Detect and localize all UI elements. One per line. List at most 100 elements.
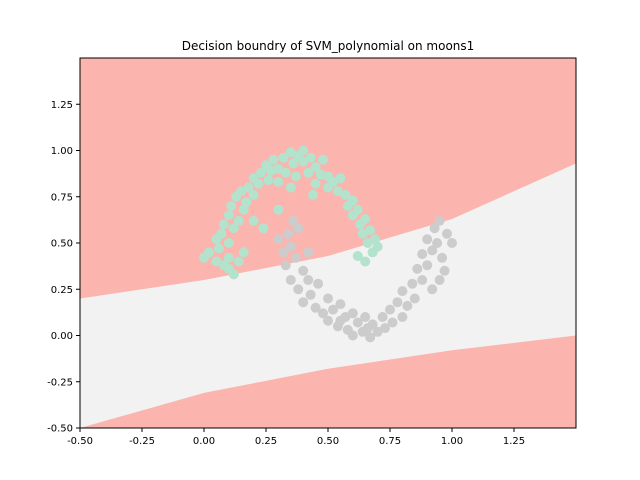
points-class0 [199,145,383,280]
data-point-class1 [288,215,299,226]
data-point-class0 [305,152,316,163]
data-point-class0 [228,269,239,280]
data-point-class1 [305,289,316,300]
data-point-class1 [323,293,333,304]
data-point-class0 [241,197,252,208]
data-point-class0 [285,147,296,158]
x-tick-label: 0.25 [255,436,277,447]
data-point-class1 [437,252,448,263]
data-point-class0 [204,247,214,258]
data-point-class0 [360,256,371,267]
data-point-class1 [409,293,420,304]
x-axis-ticks: -0.50 -0.25 0.00 0.25 0.50 0.75 1.00 1.25 [67,428,525,447]
y-tick-label: 1.25 [51,100,73,111]
data-point-class0 [298,145,309,156]
data-point-class0 [238,247,249,258]
data-point-class1 [347,308,358,319]
data-point-class1 [290,252,301,263]
data-point-class1 [293,223,304,234]
data-point-class0 [243,182,254,193]
data-point-class0 [280,167,291,178]
data-point-class0 [310,162,321,173]
data-point-class1 [427,284,438,295]
data-point-class0 [360,214,371,224]
data-point-class0 [248,189,259,200]
data-point-class0 [248,215,259,226]
data-point-class0 [268,154,279,165]
data-point-class0 [352,204,363,215]
data-point-class0 [228,223,239,234]
data-point-class1 [360,312,371,322]
data-point-class1 [298,265,309,276]
data-point-class0 [365,225,376,236]
data-point-class0 [352,251,363,261]
data-point-class1 [347,330,358,341]
data-point-class1 [377,312,388,322]
data-point-class0 [211,256,222,267]
data-point-class0 [226,201,237,211]
x-tick-label: -0.50 [67,436,93,447]
data-point-class1 [273,234,284,245]
data-point-class1 [313,278,324,289]
data-point-class1 [283,228,294,239]
data-point-class0 [362,238,373,248]
x-tick-label: 1.00 [441,436,463,447]
data-point-class0 [213,243,224,254]
data-point-class1 [380,323,390,334]
y-tick-label: 0.50 [51,239,73,250]
data-point-class0 [308,189,319,200]
data-point-class0 [273,204,284,215]
data-point-class0 [216,228,227,239]
data-point-class0 [298,156,309,167]
data-point-class1 [439,265,450,276]
data-point-class1 [422,234,433,245]
data-point-class1 [323,315,333,326]
data-point-class1 [298,297,309,308]
data-point-class1 [385,304,395,315]
data-point-class1 [434,275,445,285]
data-point-class0 [253,178,264,189]
y-tick-label: 0.75 [51,192,73,203]
data-point-class1 [285,275,296,285]
y-tick-label: -0.50 [47,424,73,435]
data-point-class0 [357,228,368,239]
x-tick-label: 1.25 [503,436,525,447]
data-point-class0 [303,167,314,178]
data-point-class1 [293,284,304,295]
data-point-class1 [278,247,289,258]
data-point-class1 [434,215,445,226]
data-point-class1 [422,260,433,271]
data-point-class1 [412,263,423,274]
data-point-class1 [432,238,443,248]
data-point-class1 [303,247,314,258]
data-point-class0 [328,176,338,187]
data-point-class1 [402,300,413,311]
data-point-class1 [365,332,376,343]
x-tick-label: 0.50 [317,436,339,447]
data-point-class0 [258,223,269,234]
data-point-class0 [285,182,296,193]
data-point-class1 [310,302,321,313]
plot-area [80,58,576,428]
data-point-class1 [280,260,291,271]
data-point-class1 [417,275,428,285]
x-tick-label: -0.25 [129,436,155,447]
chart-title: Decision boundry of SVM_polynomial on mo… [182,39,475,53]
data-point-class0 [273,164,284,174]
data-point-class0 [233,215,244,226]
data-point-class1 [407,278,418,289]
data-point-class1 [397,312,408,322]
points-class1 [273,215,457,343]
data-point-class0 [263,175,274,186]
data-point-class1 [397,286,408,297]
data-point-class1 [318,308,328,319]
x-tick-label: 0.00 [193,436,215,447]
data-point-class1 [387,317,398,328]
data-point-class1 [335,299,346,310]
data-point-class1 [417,249,428,260]
data-point-class0 [278,152,289,163]
data-point-class0 [372,241,383,252]
data-point-class0 [256,167,266,178]
data-point-class1 [372,326,383,337]
